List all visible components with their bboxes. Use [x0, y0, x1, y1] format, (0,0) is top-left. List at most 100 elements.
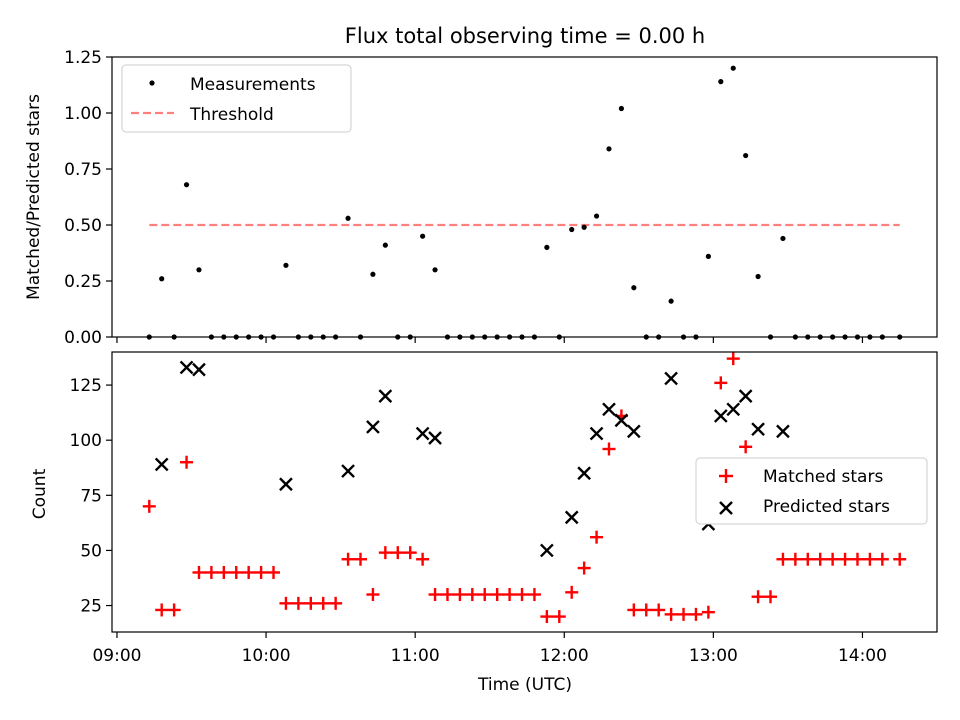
count-y-tick-label: 25: [80, 597, 102, 617]
measurement-point: [631, 285, 637, 291]
predicted-star-point: [713, 409, 728, 423]
predicted-star-point: [602, 402, 616, 417]
predicted-star-point: [589, 426, 604, 441]
predicted-star-point: [428, 431, 442, 445]
measurement-point: [730, 65, 736, 71]
measurement-point: [183, 182, 190, 188]
measurement-point: [606, 146, 612, 152]
matched-star-point: [304, 596, 318, 610]
count-panel: 25 50 75 100 125 09:00 10:00 11:00 12:00 13:00 14…: [30, 351, 938, 695]
matched-star-point: [577, 561, 591, 575]
predicted-star-point: [776, 424, 790, 439]
count-x-tick-label: 14:00: [838, 646, 887, 666]
measurement-point: [196, 267, 202, 273]
measurement-point: [159, 276, 165, 282]
predicted-star-point: [341, 464, 355, 478]
ratio-y-tick-label: 0.25: [64, 272, 102, 292]
count-y-axis: 25 50 75 100 125: [70, 376, 112, 617]
matched-star-point: [751, 590, 765, 604]
matched-star-point: [465, 588, 479, 602]
count-y-tick-label: 75: [80, 486, 102, 506]
matched-star-point: [739, 440, 753, 454]
matched-star-point: [142, 499, 156, 513]
predicted-star-point: [154, 457, 169, 472]
ratio-y-tick-label: 0.00: [64, 328, 102, 348]
matched-star-point: [167, 603, 181, 617]
measurement-point: [668, 298, 674, 304]
ratio-y-tick-label: 1.00: [64, 104, 102, 124]
ratio-y-tick-label: 0.75: [64, 160, 102, 180]
matched-star-point: [155, 603, 169, 617]
matched-star-point: [217, 565, 231, 579]
predicted-star-point: [614, 413, 629, 428]
matched-star-point: [565, 585, 579, 599]
measurement-point: [593, 213, 600, 219]
matched-star-point: [440, 588, 454, 602]
matched-star-point: [490, 588, 504, 602]
matched-star-point: [378, 546, 392, 560]
matched-star-point: [242, 565, 256, 579]
matched-star-point: [664, 607, 678, 621]
measurement-point: [382, 242, 388, 248]
matched-star-point: [652, 603, 666, 617]
count-legend-box: [695, 457, 928, 525]
matched-star-point: [826, 552, 840, 566]
measurement-point: [370, 271, 376, 277]
matched-star-point: [515, 588, 529, 602]
legend-label-matched: Matched stars: [763, 467, 883, 487]
measurement-point: [283, 262, 289, 268]
count-x-tick-label: 10:00: [242, 646, 291, 666]
count-legend: Matched stars Predicted stars: [695, 457, 928, 525]
legend-marker-predicted: [719, 501, 733, 515]
matched-star-point: [602, 442, 616, 456]
matched-star-point: [590, 530, 604, 544]
legend-marker-measurements: [149, 80, 155, 86]
matched-star-point: [180, 455, 194, 469]
ratio-x-axis: [116, 337, 864, 343]
predicted-star-point: [192, 362, 206, 377]
predicted-star-point: [179, 360, 194, 375]
count-x-tick-label: 13:00: [689, 646, 738, 666]
measurement-point: [743, 152, 749, 159]
matched-star-point: [776, 552, 790, 566]
matched-star-point: [714, 376, 728, 390]
matched-star-point: [788, 552, 802, 566]
count-x-tick-label: 12:00: [540, 646, 589, 666]
predicted-star-point: [279, 477, 293, 492]
predicted-star-point: [540, 543, 554, 558]
count-x-tick-label: 11:00: [391, 646, 440, 666]
predicted-star-point: [626, 424, 641, 439]
predicted-star-point: [577, 466, 591, 481]
legend-label-threshold: Threshold: [189, 105, 274, 125]
measurement-point: [780, 235, 786, 242]
measurement-point: [544, 244, 550, 250]
legend-label-predicted: Predicted stars: [763, 497, 890, 517]
matched-star-point: [764, 590, 778, 604]
matched-star-point: [254, 565, 268, 579]
count-x-tick-label: 09:00: [92, 646, 141, 666]
predicted-star-point: [751, 422, 765, 437]
ratio-y-axis-label: Matched/Predicted stars: [24, 94, 44, 300]
matched-star-point: [552, 610, 566, 624]
matched-star-point: [341, 552, 355, 566]
measurement-point: [718, 79, 724, 85]
matched-star-point: [639, 603, 653, 617]
matched-star-point: [453, 588, 467, 602]
matched-star-point: [627, 603, 641, 617]
matched-star-point: [316, 596, 330, 610]
matched-star-point: [801, 552, 815, 566]
matched-star-point: [527, 588, 541, 602]
predicted-star-point: [378, 389, 393, 403]
count-x-axis-label: Time (UTC): [477, 675, 572, 695]
matched-star-point: [478, 588, 492, 602]
matched-star-point: [540, 610, 554, 624]
matched-star-point: [850, 552, 864, 566]
ratio-legend-box: [121, 64, 352, 133]
matched-star-point: [366, 588, 380, 602]
matched-star-point: [893, 552, 907, 566]
measurement-point: [618, 105, 625, 112]
matched-star-point: [391, 546, 405, 560]
measurement-point: [755, 273, 761, 280]
predicted-star-point: [726, 402, 741, 417]
count-y-tick-label: 100: [70, 431, 102, 451]
